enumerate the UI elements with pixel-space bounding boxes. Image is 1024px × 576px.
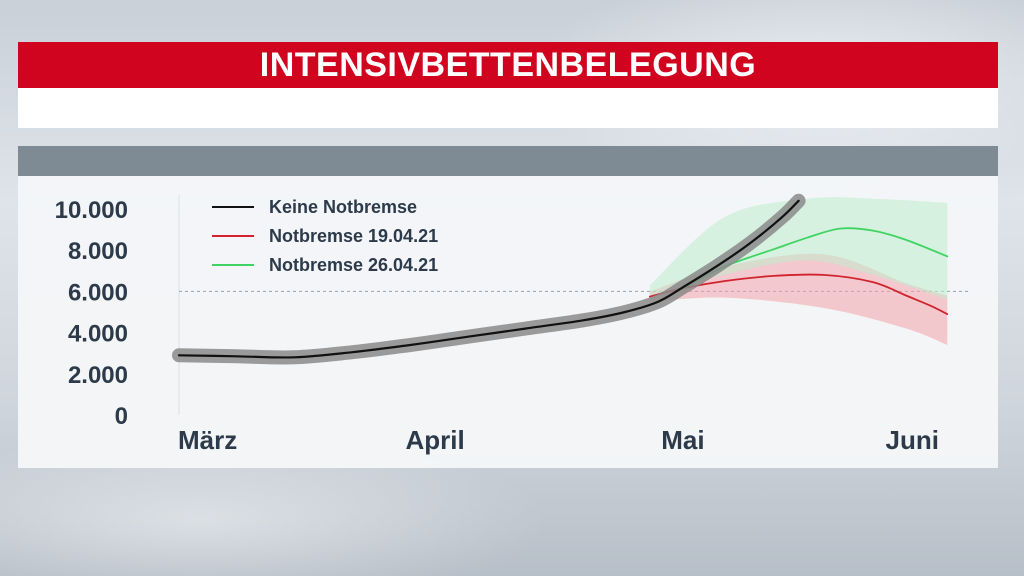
legend: Keine Notbremse Notbremse 19.04.21 Notbrem…: [212, 197, 438, 275]
y-tick-label: 10.000: [55, 197, 128, 224]
y-tick-label: 8.000: [68, 238, 128, 265]
band-notbremse-19-04-21: [649, 253, 948, 345]
y-tick-label: 6.000: [68, 279, 128, 306]
line-keine-notbremse: [177, 199, 800, 359]
x-tick-label: April: [405, 425, 464, 455]
legend-label-notbremse-26-04-21: Notbremse 26.04.21: [269, 255, 438, 275]
x-tick-label: Juni: [886, 425, 939, 455]
x-tick-label: März: [178, 425, 237, 455]
chart-title: INTENSIVBETTENBELEGUNG: [259, 45, 757, 84]
band-layer: [649, 197, 948, 345]
y-tick-labels: 0 2.000 4.000 6.000 8.000 10.000: [55, 197, 128, 430]
legend-label-notbremse-19-04-21: Notbremse 19.04.21: [269, 226, 438, 246]
subtitle-strip: [18, 88, 998, 128]
line-layer: [172, 193, 949, 365]
legend-label-keine-notbremse: Keine Notbremse: [269, 197, 417, 217]
y-tick-label: 2.000: [68, 362, 128, 389]
x-tick-labels: März April Mai Juni: [178, 425, 939, 455]
x-tick-label: Mai: [661, 425, 704, 455]
header-strip: [18, 146, 998, 176]
title-bar: INTENSIVBETTENBELEGUNG: [18, 42, 998, 88]
y-tick-label: 0: [115, 403, 128, 430]
y-tick-label: 4.000: [68, 321, 128, 348]
band-notbremse-26-04-21: [649, 197, 948, 300]
